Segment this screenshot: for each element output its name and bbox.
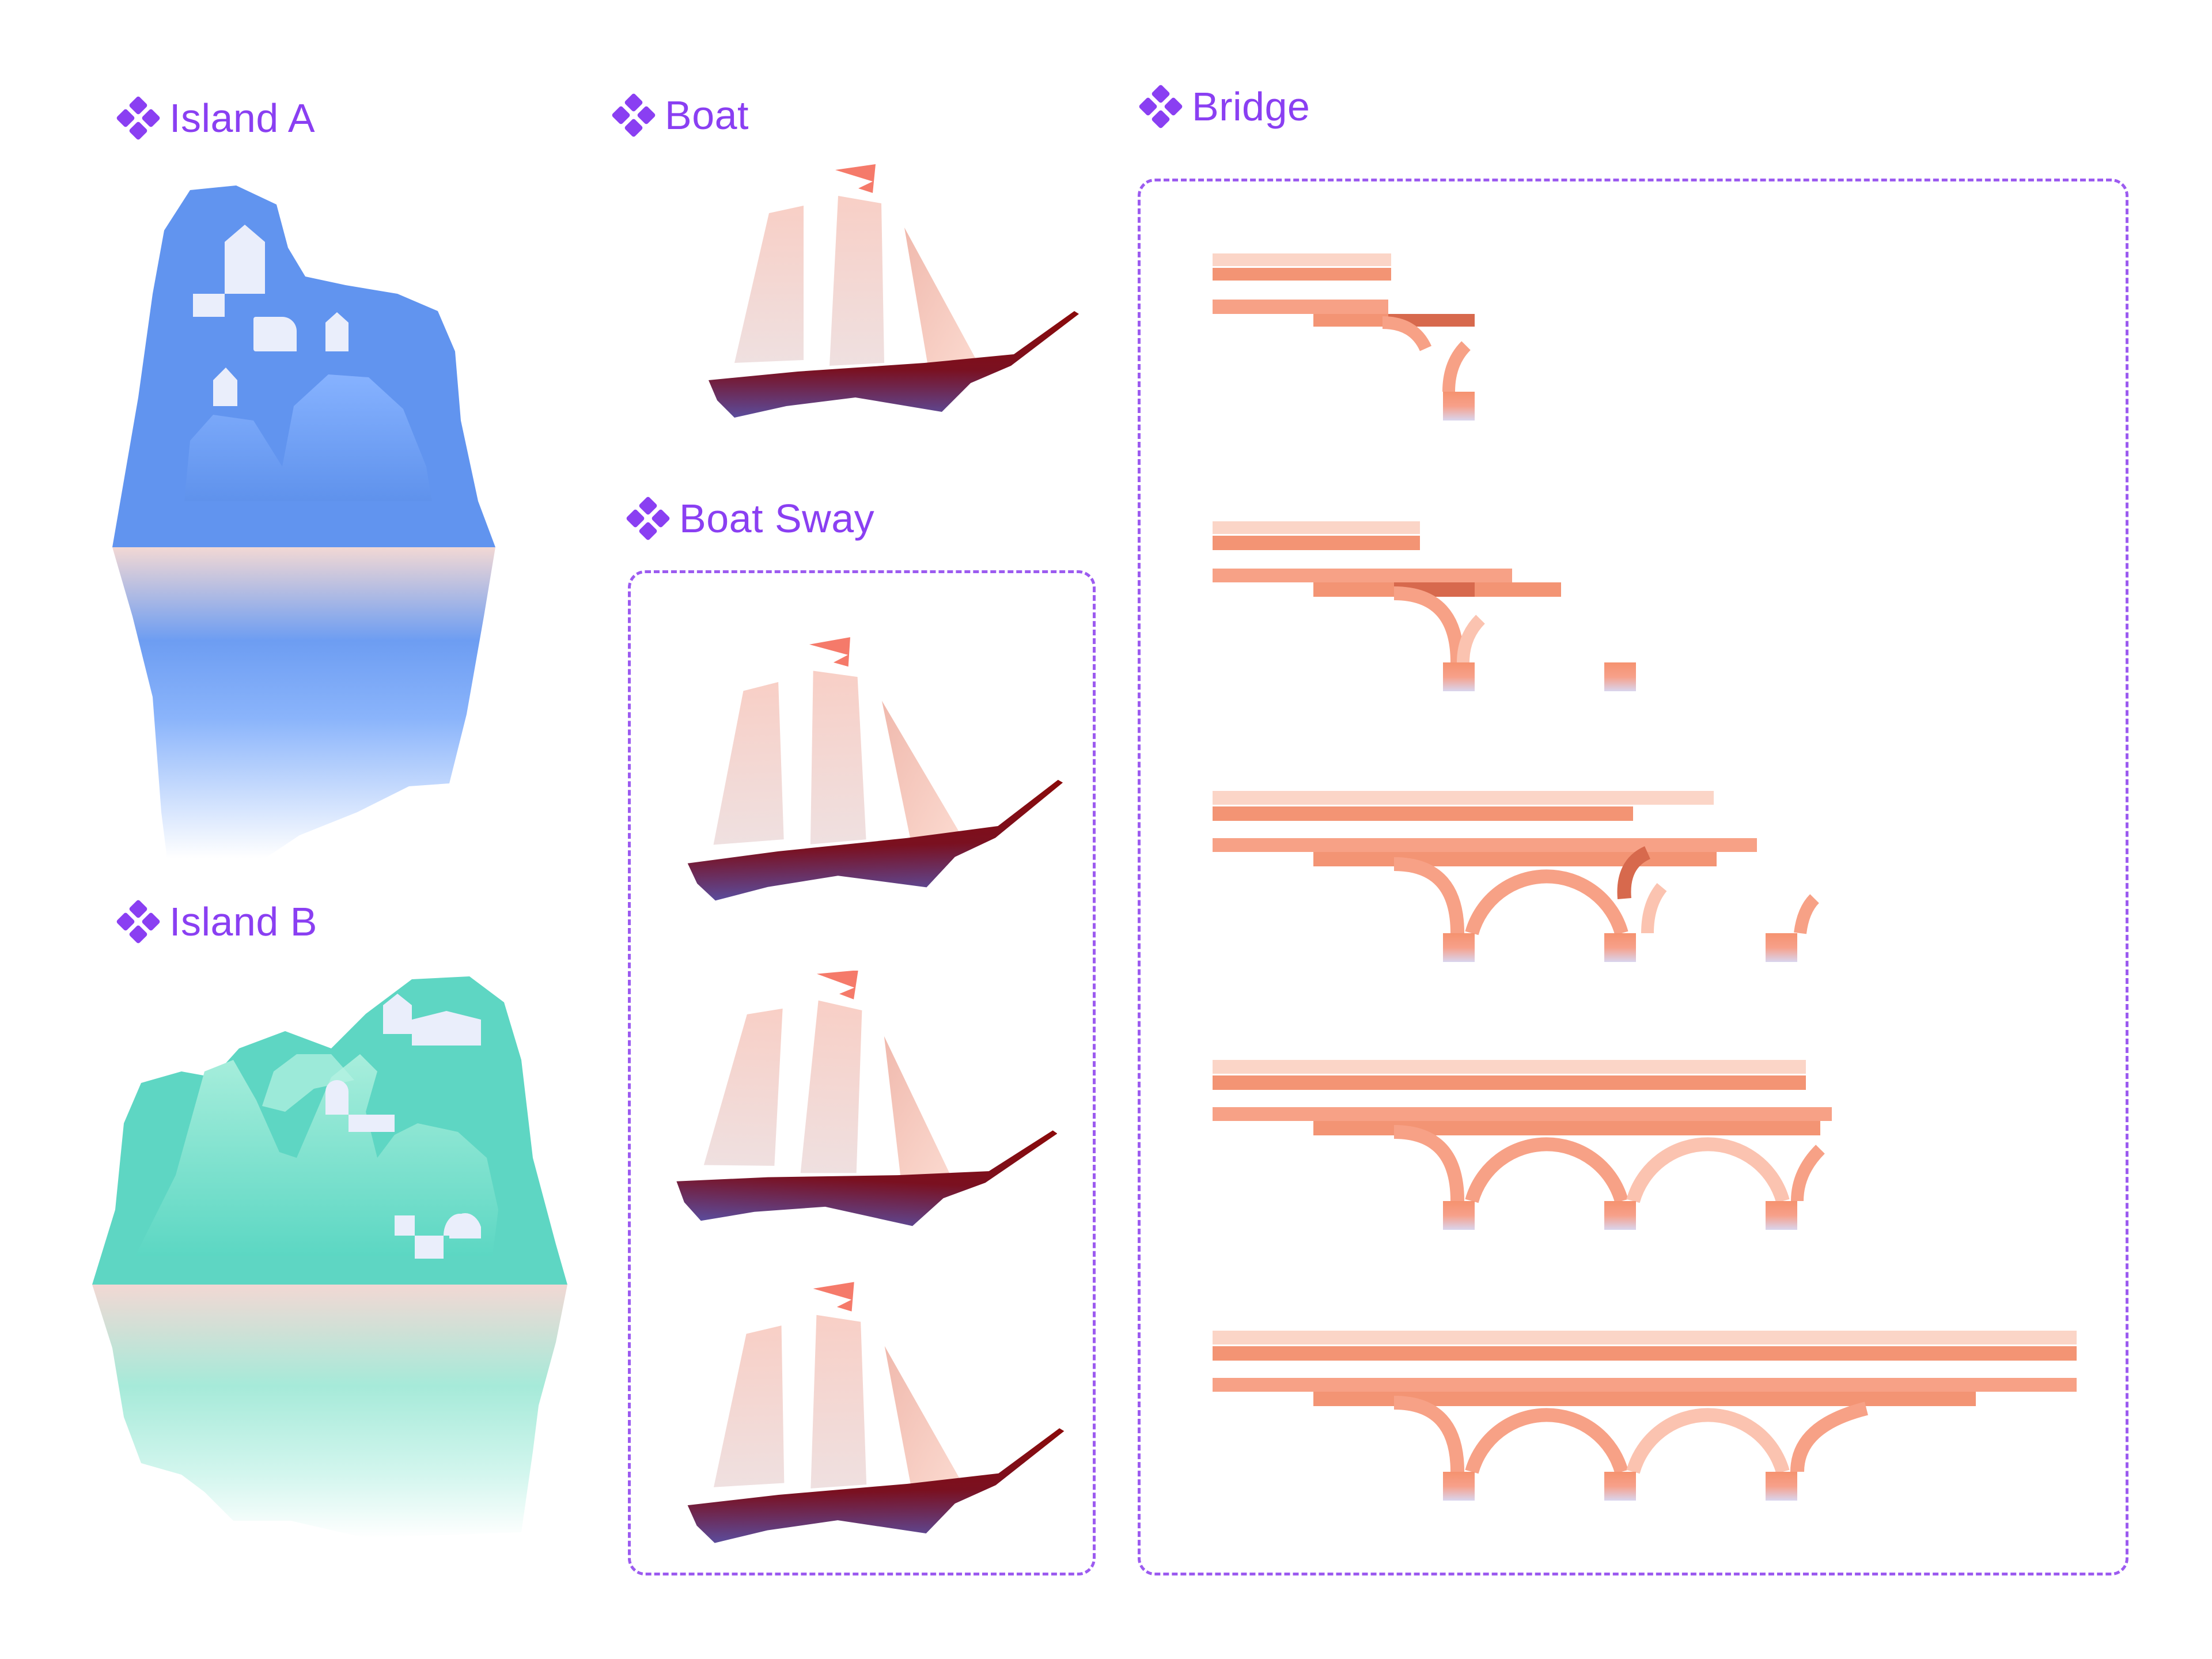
- component-icon: [115, 95, 161, 141]
- bridge-stage-5: [1213, 1331, 2077, 1501]
- component-icon: [115, 899, 161, 945]
- component-icon: [625, 495, 671, 541]
- island-b-hills: [135, 1054, 498, 1256]
- boat-sway-frame-3[interactable]: [677, 1282, 1069, 1575]
- island-a-hills: [184, 374, 432, 501]
- island-b-graphic[interactable]: [89, 968, 573, 1544]
- bridge-stage-4: [1213, 1060, 1832, 1230]
- island-b-label-text: Island B: [169, 899, 317, 944]
- boat-graphic[interactable]: [700, 164, 1080, 452]
- island-a-graphic[interactable]: [109, 179, 501, 858]
- island-a-label-text: Island A: [169, 96, 316, 141]
- bridge-stage-3: [1213, 791, 1820, 962]
- island-a-reflection: [112, 547, 495, 858]
- bridge-stage-1: [1213, 253, 1475, 421]
- bridge-label-text: Bridge: [1192, 84, 1310, 129]
- bridge-frame[interactable]: [1138, 179, 2128, 1575]
- boat-label[interactable]: Boat: [611, 92, 749, 138]
- component-icon: [611, 92, 657, 138]
- island-a-houses: [193, 225, 349, 406]
- boat-label-text: Boat: [665, 93, 749, 138]
- boat-sway-label[interactable]: Boat Sway: [625, 495, 874, 541]
- component-icon: [1138, 84, 1184, 130]
- bridge-stage-2: [1213, 521, 1636, 691]
- bridge-build-sequence: [1213, 253, 2077, 1501]
- island-a-label[interactable]: Island A: [115, 95, 315, 141]
- island-b-label[interactable]: Island B: [115, 899, 317, 945]
- boat-sway-label-text: Boat Sway: [679, 496, 875, 541]
- boat-sway-frame-2[interactable]: [665, 971, 1057, 1264]
- island-b-reflection: [92, 1285, 567, 1538]
- boat-sway-frame[interactable]: [628, 570, 1096, 1575]
- island-b-houses: [325, 994, 481, 1259]
- bridge-label[interactable]: Bridge: [1138, 84, 1310, 130]
- boat-sway-frame-1[interactable]: [677, 637, 1069, 930]
